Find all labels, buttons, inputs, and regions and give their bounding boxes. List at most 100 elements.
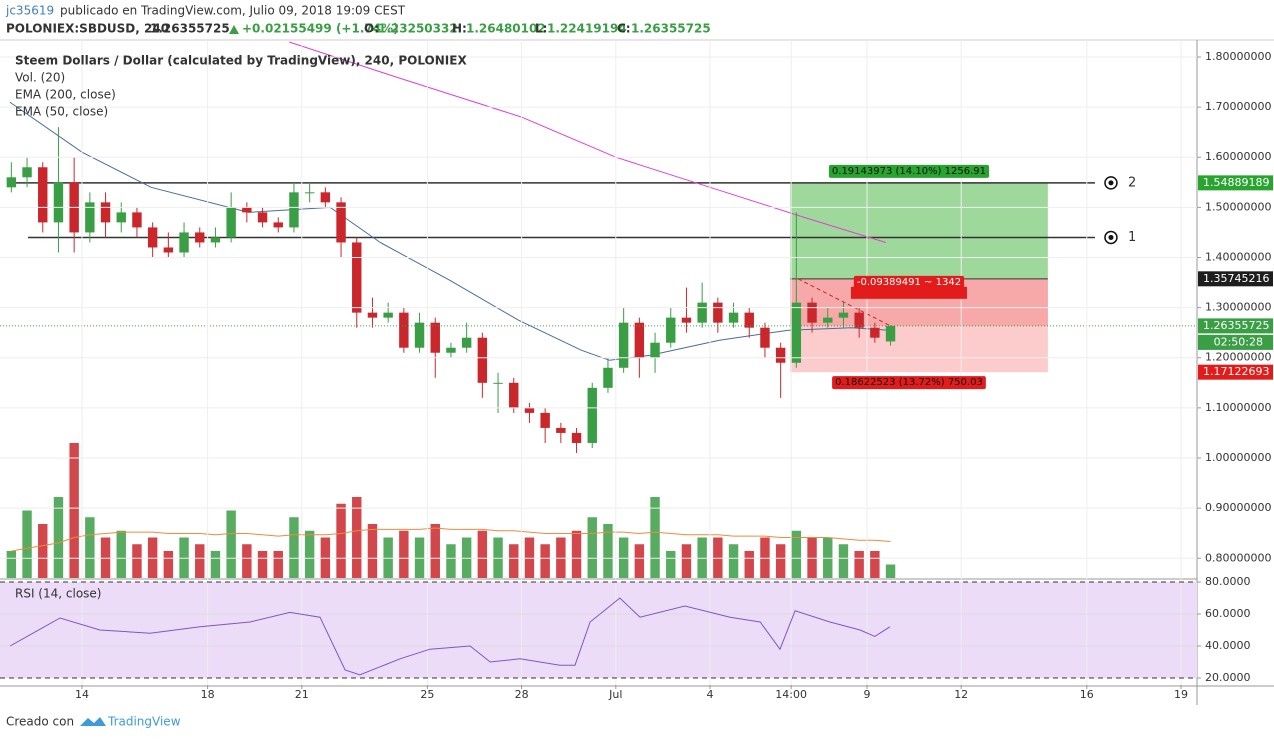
candle-body [257,212,268,223]
candle-body [854,312,864,328]
candle-body [242,207,252,213]
x-tick-label: 4 [706,688,713,701]
volume-bar [509,544,519,578]
volume-bar [697,537,707,578]
x-tick-label: 14:00 [775,688,807,701]
target-zone [790,182,1048,279]
volume-bar [399,530,409,578]
volume-bar [242,544,252,578]
ohlc-value: 1.22419194 [547,22,627,36]
candle-body [681,317,692,323]
last-price: 1.26355725 [150,22,230,36]
volume-bar [336,503,346,578]
candle-body [304,192,315,194]
volume-bar [650,497,660,578]
volume-bar [791,530,802,578]
y-tick-label: 1.20000000 [1205,351,1271,364]
volume-bar [430,524,440,578]
volume-bar [807,537,817,578]
y-tick-label: 1.40000000 [1205,250,1271,263]
candle-body [760,327,770,348]
candle-body [320,192,331,203]
y-tick-label: 60.0000 [1205,607,1251,620]
candle-body [446,347,456,353]
candle-body [147,227,158,248]
volume-bar [556,537,566,578]
y-tick-label: 1.30000000 [1205,301,1271,314]
candle-body [6,177,17,188]
candle-body [618,322,629,368]
volume-bar [823,537,833,578]
price-pane [0,41,1197,578]
candle-body [823,317,833,323]
change: +0.02155499 (+1.74%) [242,22,399,36]
volume-bar [116,530,126,578]
x-tick-label: 25 [420,688,434,701]
candle-body [116,212,126,223]
level-label: 1 [1128,230,1136,245]
candle-body [352,242,362,313]
volume-bar [587,517,597,578]
legend-entry: EMA (50, close) [15,105,108,119]
volume-bar [100,537,111,578]
candle-body [414,322,425,348]
footer-brand[interactable]: TradingView [107,715,181,729]
candle-body [163,247,174,253]
candle-body [775,347,786,363]
volume-bar [210,551,221,578]
candle-body [38,167,48,223]
x-tick-label: 16 [1080,688,1094,701]
candle-body [336,202,346,243]
volume-bar [728,544,739,578]
candle-body [100,202,111,223]
candle-body [571,432,582,443]
ohlc-value: 1.26480102 [466,22,546,36]
candle-body [22,167,32,178]
y-tick-label: 1.00000000 [1205,451,1271,464]
ohlc-label: H: [452,22,467,36]
volume-bar [289,517,299,578]
volume-bar [760,537,770,578]
y-tick-label: 20.0000 [1205,671,1251,684]
volume-bar [571,530,582,578]
level-marker-dot [1108,180,1114,186]
up-arrow [229,25,239,34]
entry-price-box [1198,271,1273,287]
published: publicado en TradingView.com, Julio 09, … [60,4,406,18]
volume-bar [634,544,645,578]
candle-body [603,367,613,388]
volume-bar [775,544,786,578]
volume-bar [383,537,393,578]
volume-bar [446,544,456,578]
candle-body [870,327,880,338]
volume-bar [870,551,880,578]
candle-body [85,202,95,233]
current-price-box [1198,318,1273,334]
volume-bar [85,517,95,578]
x-tick-label: 14 [75,688,89,701]
volume-bar [273,551,283,578]
plot: 14 18 21 25 28 Jul 4 14:00 9 12 16 190.800000000.90… [0,40,1273,701]
candle-body [807,302,817,323]
volume-bar [493,537,503,578]
volume-bar [540,544,550,578]
volume-bar [38,524,48,578]
candle-body [697,302,707,323]
x-tick-label: 21 [295,688,309,701]
candle-body [477,337,488,383]
pnl-label-box [850,286,967,299]
candle-body [399,312,409,348]
candle-body [210,237,221,243]
legend-entry: RSI (14, close) [15,587,101,601]
candle-body [273,222,283,228]
volume-bar [838,544,849,578]
candle-body [666,317,676,343]
y-tick-label: 1.50000000 [1205,200,1271,213]
user[interactable]: jc35619 [5,4,54,18]
candle-body [540,412,550,428]
candle-body [744,312,754,328]
candle-body [728,312,739,323]
candle-body [791,302,802,363]
stop-label-box [832,376,986,390]
volume-bar [744,551,754,578]
